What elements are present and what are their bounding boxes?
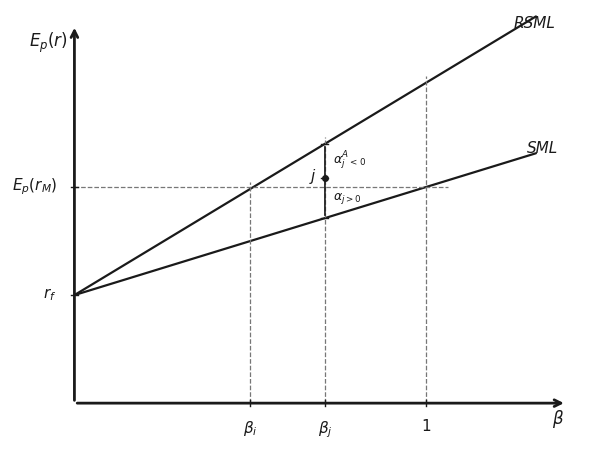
Text: $\alpha_j{}_{>0}$: $\alpha_j{}_{>0}$ xyxy=(333,190,362,206)
Text: $\beta$: $\beta$ xyxy=(552,408,564,430)
Text: $E_p(r_M)$: $E_p(r_M)$ xyxy=(11,177,57,198)
Text: $E_p(r)$: $E_p(r)$ xyxy=(29,31,67,55)
Text: j: j xyxy=(311,169,315,184)
Text: $r_f$: $r_f$ xyxy=(43,287,57,303)
Text: SML: SML xyxy=(527,140,559,156)
Text: $\beta_j$: $\beta_j$ xyxy=(317,419,332,440)
Text: $\beta_i$: $\beta_i$ xyxy=(243,419,257,438)
Text: 1: 1 xyxy=(421,419,431,434)
Text: $\alpha_j^A{}_{<0}$: $\alpha_j^A{}_{<0}$ xyxy=(333,150,366,172)
Text: RSML: RSML xyxy=(514,16,556,31)
